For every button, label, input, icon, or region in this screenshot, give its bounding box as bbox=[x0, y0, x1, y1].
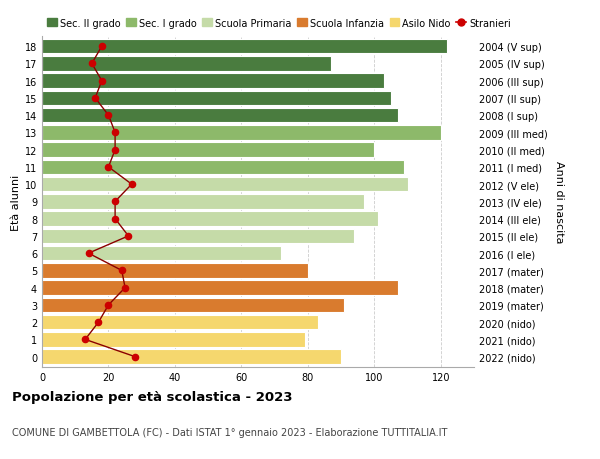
Bar bbox=[42, 263, 308, 278]
Bar bbox=[42, 315, 318, 330]
Point bbox=[97, 44, 107, 51]
Point bbox=[110, 215, 120, 223]
Bar bbox=[42, 178, 407, 192]
Bar bbox=[42, 281, 398, 295]
Point bbox=[117, 267, 127, 274]
Point bbox=[94, 319, 103, 326]
Bar bbox=[42, 195, 364, 209]
Point bbox=[97, 78, 107, 85]
Bar bbox=[42, 74, 384, 89]
Bar bbox=[42, 57, 331, 72]
Bar bbox=[42, 298, 344, 313]
Point bbox=[104, 112, 113, 120]
Y-axis label: Età alunni: Età alunni bbox=[11, 174, 20, 230]
Bar bbox=[42, 160, 404, 175]
Point bbox=[104, 302, 113, 309]
Legend: Sec. II grado, Sec. I grado, Scuola Primaria, Scuola Infanzia, Asilo Nido, Stran: Sec. II grado, Sec. I grado, Scuola Prim… bbox=[47, 18, 511, 28]
Point bbox=[110, 147, 120, 154]
Bar bbox=[42, 350, 341, 364]
Point bbox=[120, 284, 130, 292]
Bar bbox=[42, 126, 441, 140]
Point bbox=[110, 198, 120, 206]
Text: COMUNE DI GAMBETTOLA (FC) - Dati ISTAT 1° gennaio 2023 - Elaborazione TUTTITALIA: COMUNE DI GAMBETTOLA (FC) - Dati ISTAT 1… bbox=[12, 427, 448, 437]
Bar bbox=[42, 109, 398, 123]
Text: Popolazione per età scolastica - 2023: Popolazione per età scolastica - 2023 bbox=[12, 390, 293, 403]
Bar bbox=[42, 246, 281, 261]
Point bbox=[110, 129, 120, 137]
Bar bbox=[42, 40, 448, 54]
Bar bbox=[42, 143, 374, 157]
Point bbox=[124, 233, 133, 240]
Point bbox=[127, 181, 137, 188]
Bar bbox=[42, 332, 305, 347]
Point bbox=[84, 250, 94, 257]
Point bbox=[87, 61, 97, 68]
Y-axis label: Anni di nascita: Anni di nascita bbox=[554, 161, 564, 243]
Point bbox=[104, 164, 113, 171]
Bar bbox=[42, 91, 391, 106]
Bar bbox=[42, 212, 377, 226]
Point bbox=[130, 353, 140, 361]
Point bbox=[80, 336, 90, 343]
Point bbox=[91, 95, 100, 102]
Bar bbox=[42, 229, 355, 244]
